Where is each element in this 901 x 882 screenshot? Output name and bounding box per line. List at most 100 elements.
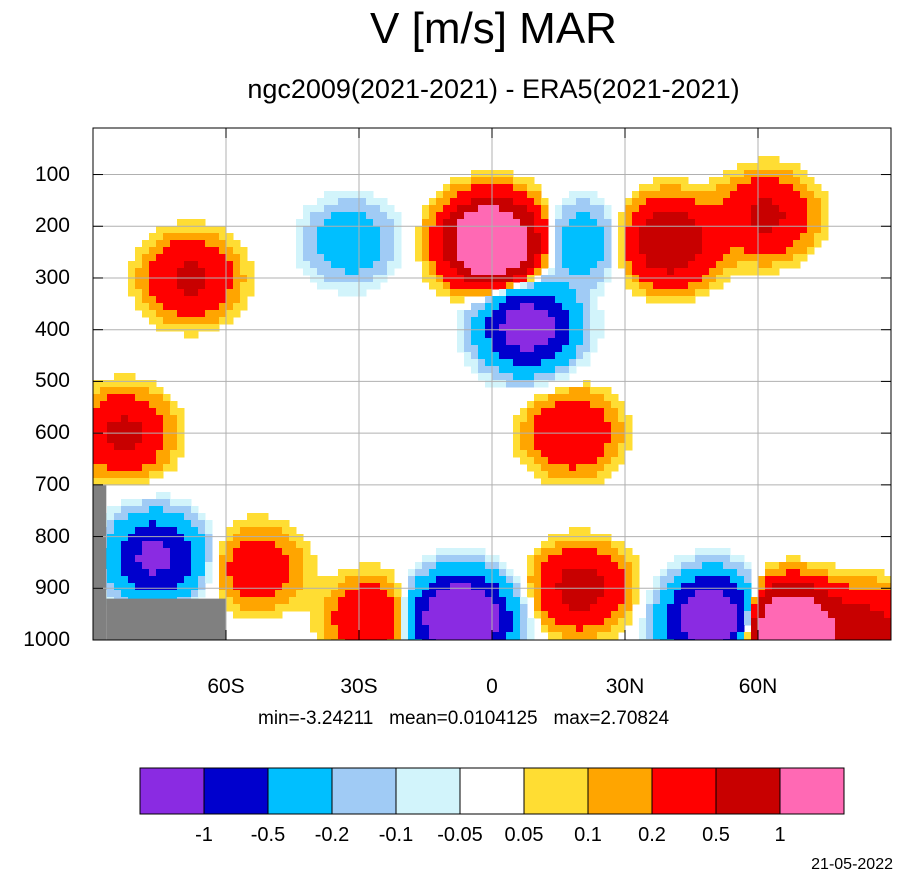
field-cell	[296, 604, 304, 612]
field-cell	[149, 562, 157, 570]
field-cell	[275, 562, 283, 570]
field-cell	[457, 576, 465, 584]
field-cell	[772, 618, 780, 626]
field-cell	[576, 625, 584, 633]
field-cell	[632, 191, 640, 199]
field-cell	[548, 569, 556, 577]
field-cell	[184, 562, 192, 570]
field-cell	[156, 303, 164, 311]
field-cell	[884, 604, 891, 612]
field-cell	[842, 569, 850, 577]
field-cell	[240, 247, 248, 255]
field-cell	[800, 240, 808, 248]
field-cell	[450, 205, 458, 213]
field-cell	[513, 205, 521, 213]
field-cell	[674, 254, 682, 262]
field-cell	[604, 401, 612, 409]
field-cell	[114, 415, 122, 423]
field-cell	[142, 583, 150, 591]
field-cell	[527, 352, 535, 360]
field-cell	[597, 205, 605, 213]
field-cell	[709, 226, 717, 234]
field-cell	[142, 240, 150, 248]
field-cell	[506, 205, 514, 213]
field-cell	[184, 590, 192, 598]
field-cell	[800, 604, 808, 612]
field-cell	[590, 324, 598, 332]
field-cell	[457, 184, 465, 192]
field-cell	[219, 226, 227, 234]
field-cell	[723, 226, 731, 234]
field-cell	[450, 219, 458, 227]
field-cell	[436, 219, 444, 227]
field-cell	[261, 562, 269, 570]
field-cell	[450, 191, 458, 199]
field-cell	[807, 219, 815, 227]
field-cell	[156, 450, 164, 458]
field-cell	[583, 401, 591, 409]
field-cell	[618, 247, 626, 255]
field-cell	[555, 408, 563, 416]
field-cell	[828, 562, 836, 570]
field-cell	[737, 583, 745, 591]
field-cell	[520, 436, 528, 444]
field-cell	[338, 632, 346, 640]
field-cell	[744, 268, 752, 276]
field-cell	[191, 331, 199, 339]
field-cell	[534, 373, 542, 381]
field-cell	[751, 198, 759, 206]
field-cell	[478, 240, 486, 248]
field-cell	[639, 240, 647, 248]
field-cell	[324, 576, 332, 584]
field-cell	[562, 303, 570, 311]
field-cell	[660, 583, 668, 591]
field-cell	[464, 555, 472, 563]
field-cell	[695, 268, 703, 276]
field-cell	[163, 275, 171, 283]
field-cell	[485, 338, 493, 346]
field-cell	[499, 282, 507, 290]
field-cell	[457, 583, 465, 591]
field-cell	[219, 562, 227, 570]
field-cell	[212, 226, 220, 234]
field-cell	[541, 548, 549, 556]
field-cell	[590, 226, 598, 234]
field-cell	[436, 555, 444, 563]
field-cell	[135, 534, 143, 542]
field-cell	[786, 205, 794, 213]
field-cell	[394, 226, 402, 234]
field-cell	[821, 212, 829, 220]
field-cell	[387, 219, 395, 227]
field-cell	[604, 576, 612, 584]
field-cell	[821, 618, 829, 626]
field-cell	[142, 268, 150, 276]
field-cell	[478, 366, 486, 374]
field-cell	[429, 569, 437, 577]
field-cell	[597, 618, 605, 626]
field-cell	[709, 247, 717, 255]
field-cell	[723, 219, 731, 227]
field-cell	[268, 590, 276, 598]
field-cell	[310, 611, 318, 619]
field-cell	[597, 548, 605, 556]
field-cell	[779, 184, 787, 192]
field-cell	[583, 226, 591, 234]
field-cell	[107, 464, 115, 472]
field-cell	[303, 247, 311, 255]
field-cell	[660, 632, 668, 640]
field-cell	[716, 268, 724, 276]
field-cell	[576, 317, 584, 325]
field-cell	[863, 625, 871, 633]
field-cell	[457, 597, 465, 605]
field-cell	[716, 548, 724, 556]
field-cell	[156, 499, 164, 507]
field-cell	[660, 198, 668, 206]
field-cell	[485, 282, 493, 290]
field-cell	[632, 268, 640, 276]
field-cell	[331, 268, 339, 276]
field-cell	[492, 373, 500, 381]
field-cell	[219, 576, 227, 584]
stats-line: min=-3.24211 mean=0.0104125 max=2.70824	[258, 708, 669, 730]
field-cell	[688, 590, 696, 598]
field-cell	[527, 310, 535, 318]
